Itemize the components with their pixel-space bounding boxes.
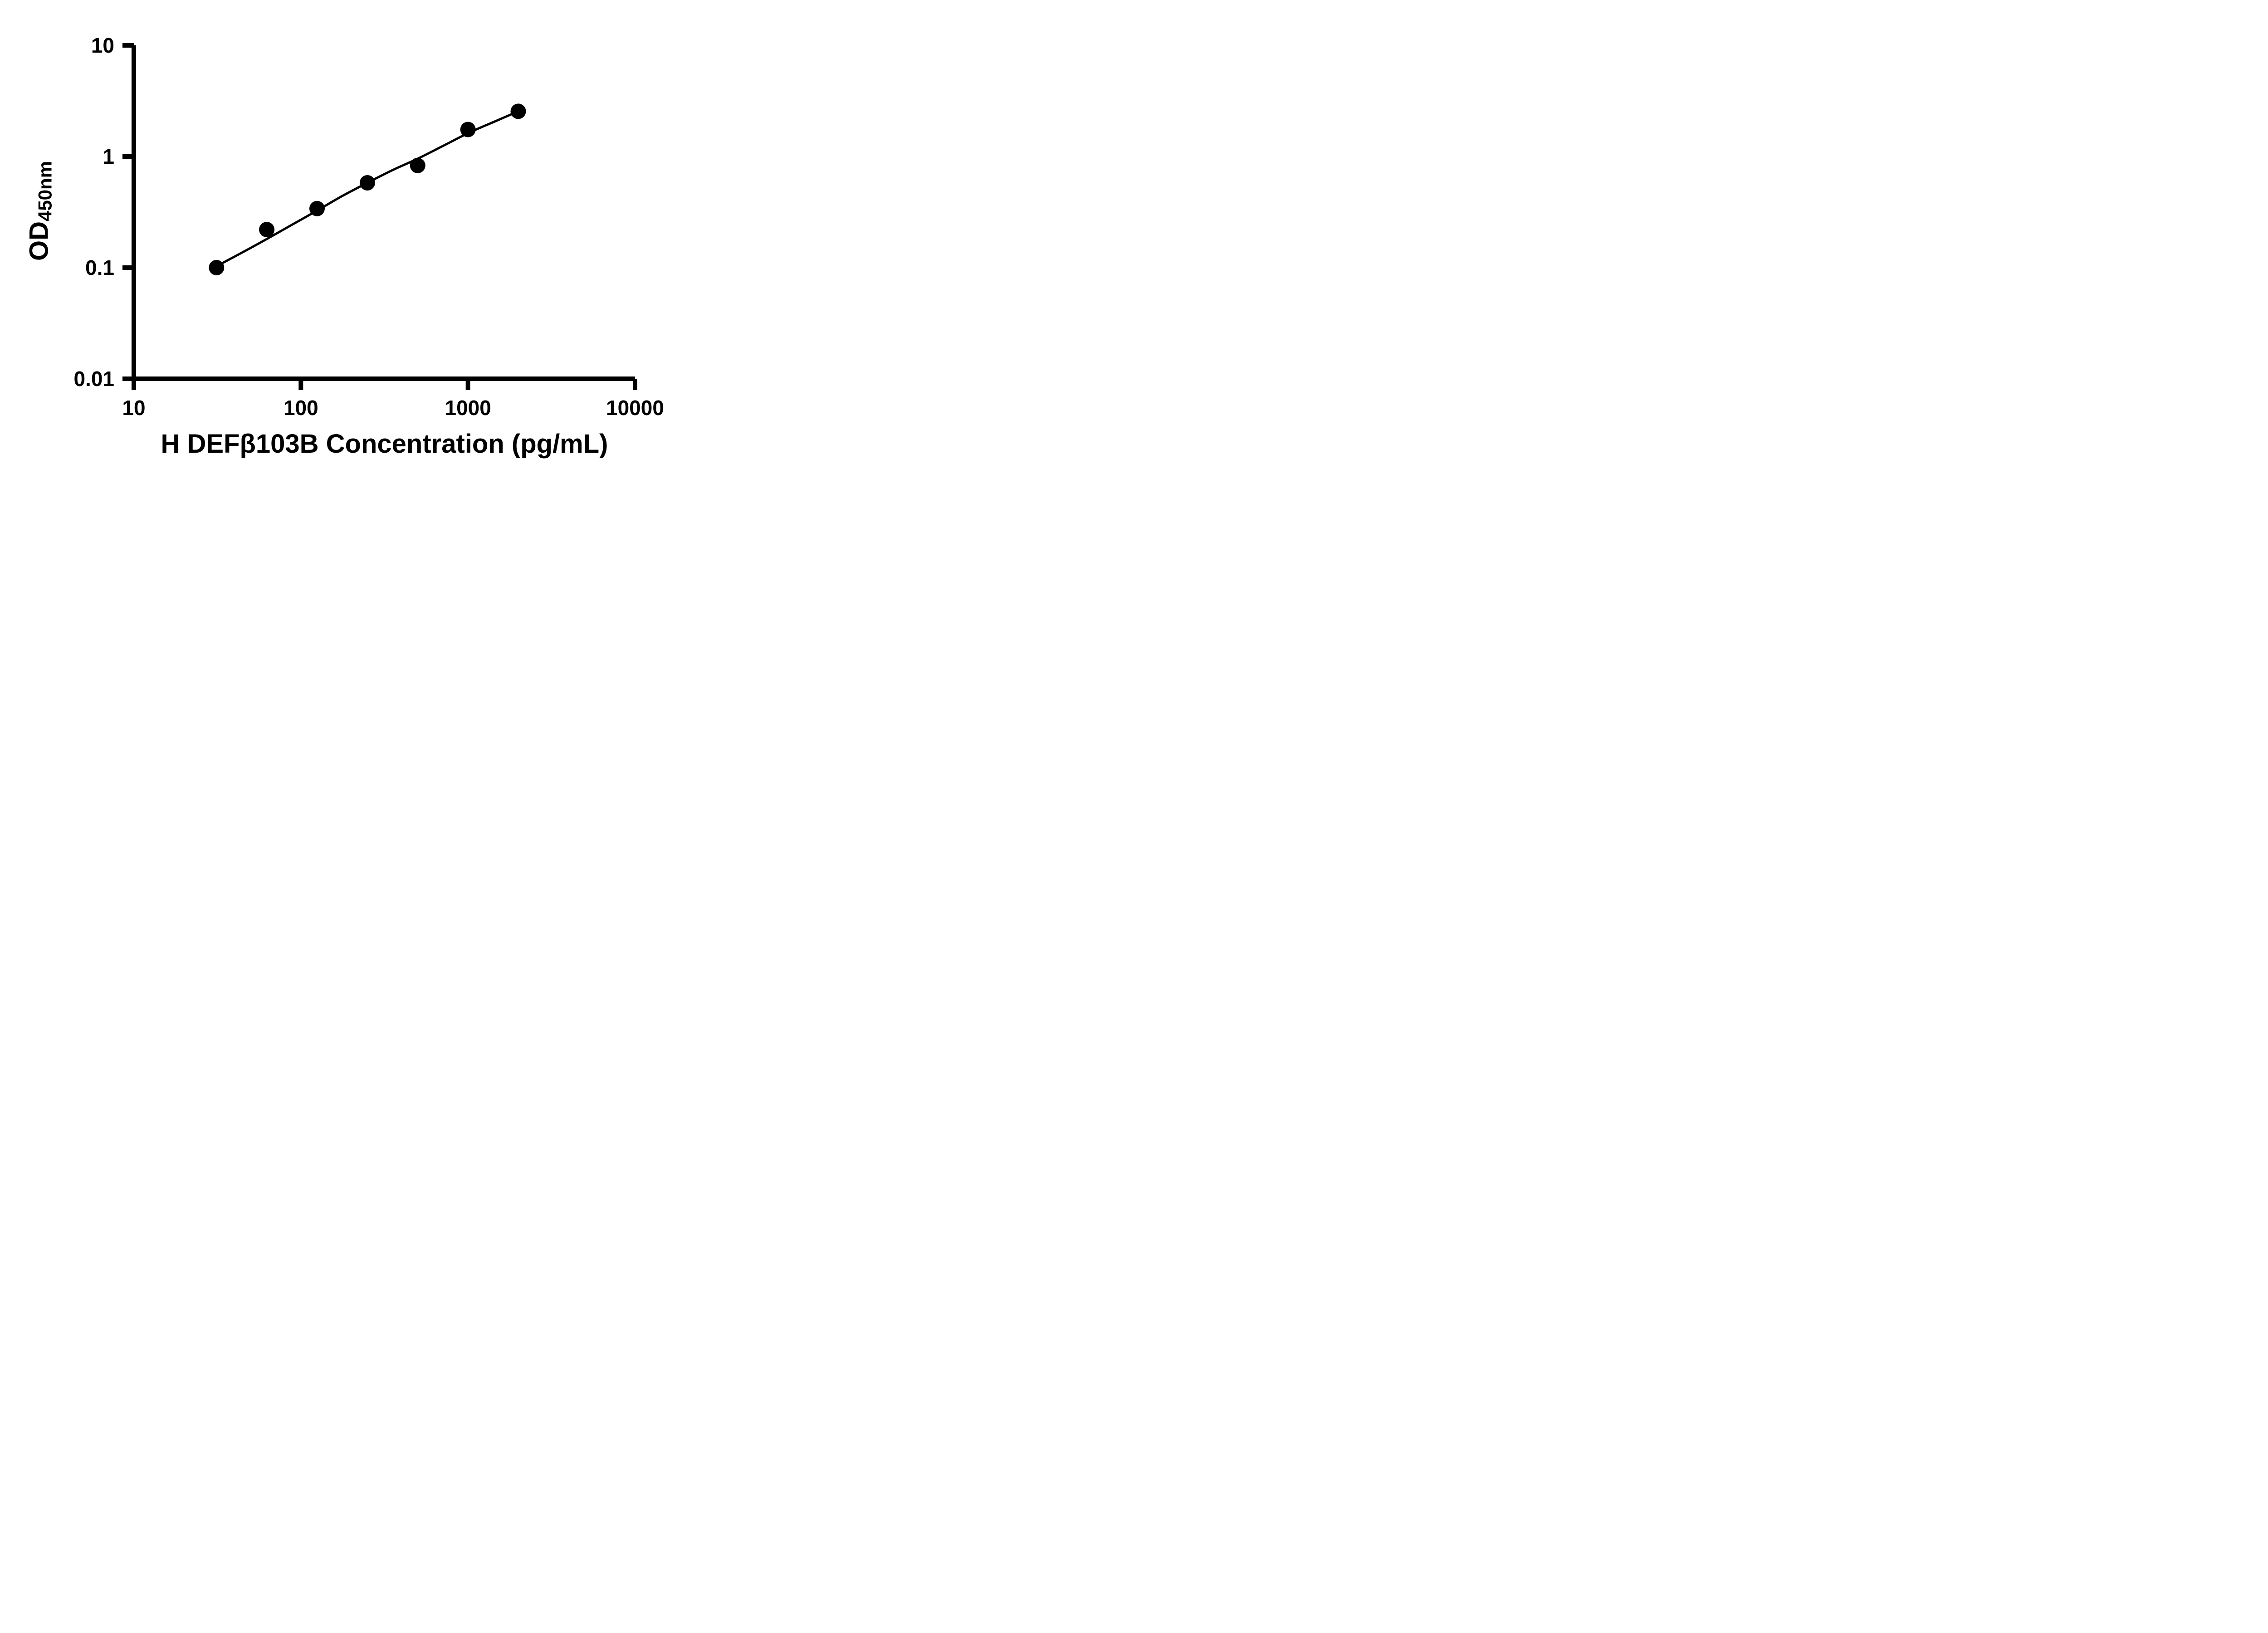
svg-text:1000: 1000 [445,396,491,420]
chart-canvas: 0.01 0.1 1 10 10 100 1000 10000 [73,34,664,420]
x-axis-title: H DEFβ103B Concentration (pg/mL) [161,429,608,459]
svg-text:10: 10 [91,34,114,57]
svg-text:0.01: 0.01 [73,367,114,391]
svg-text:1: 1 [103,145,114,168]
svg-text:10: 10 [122,396,145,420]
elisa-standard-curve-figure: 0.01 0.1 1 10 10 100 1000 10000 H DEFβ103B Conc… [0,0,699,490]
svg-text:100: 100 [284,396,318,420]
y-axis-title-main: OD [24,221,54,261]
y-axis-title: OD450nm [24,161,56,261]
svg-text:0.1: 0.1 [85,256,114,279]
y-axis-title-subscript: 450nm [34,161,56,222]
svg-text:10000: 10000 [606,396,664,420]
